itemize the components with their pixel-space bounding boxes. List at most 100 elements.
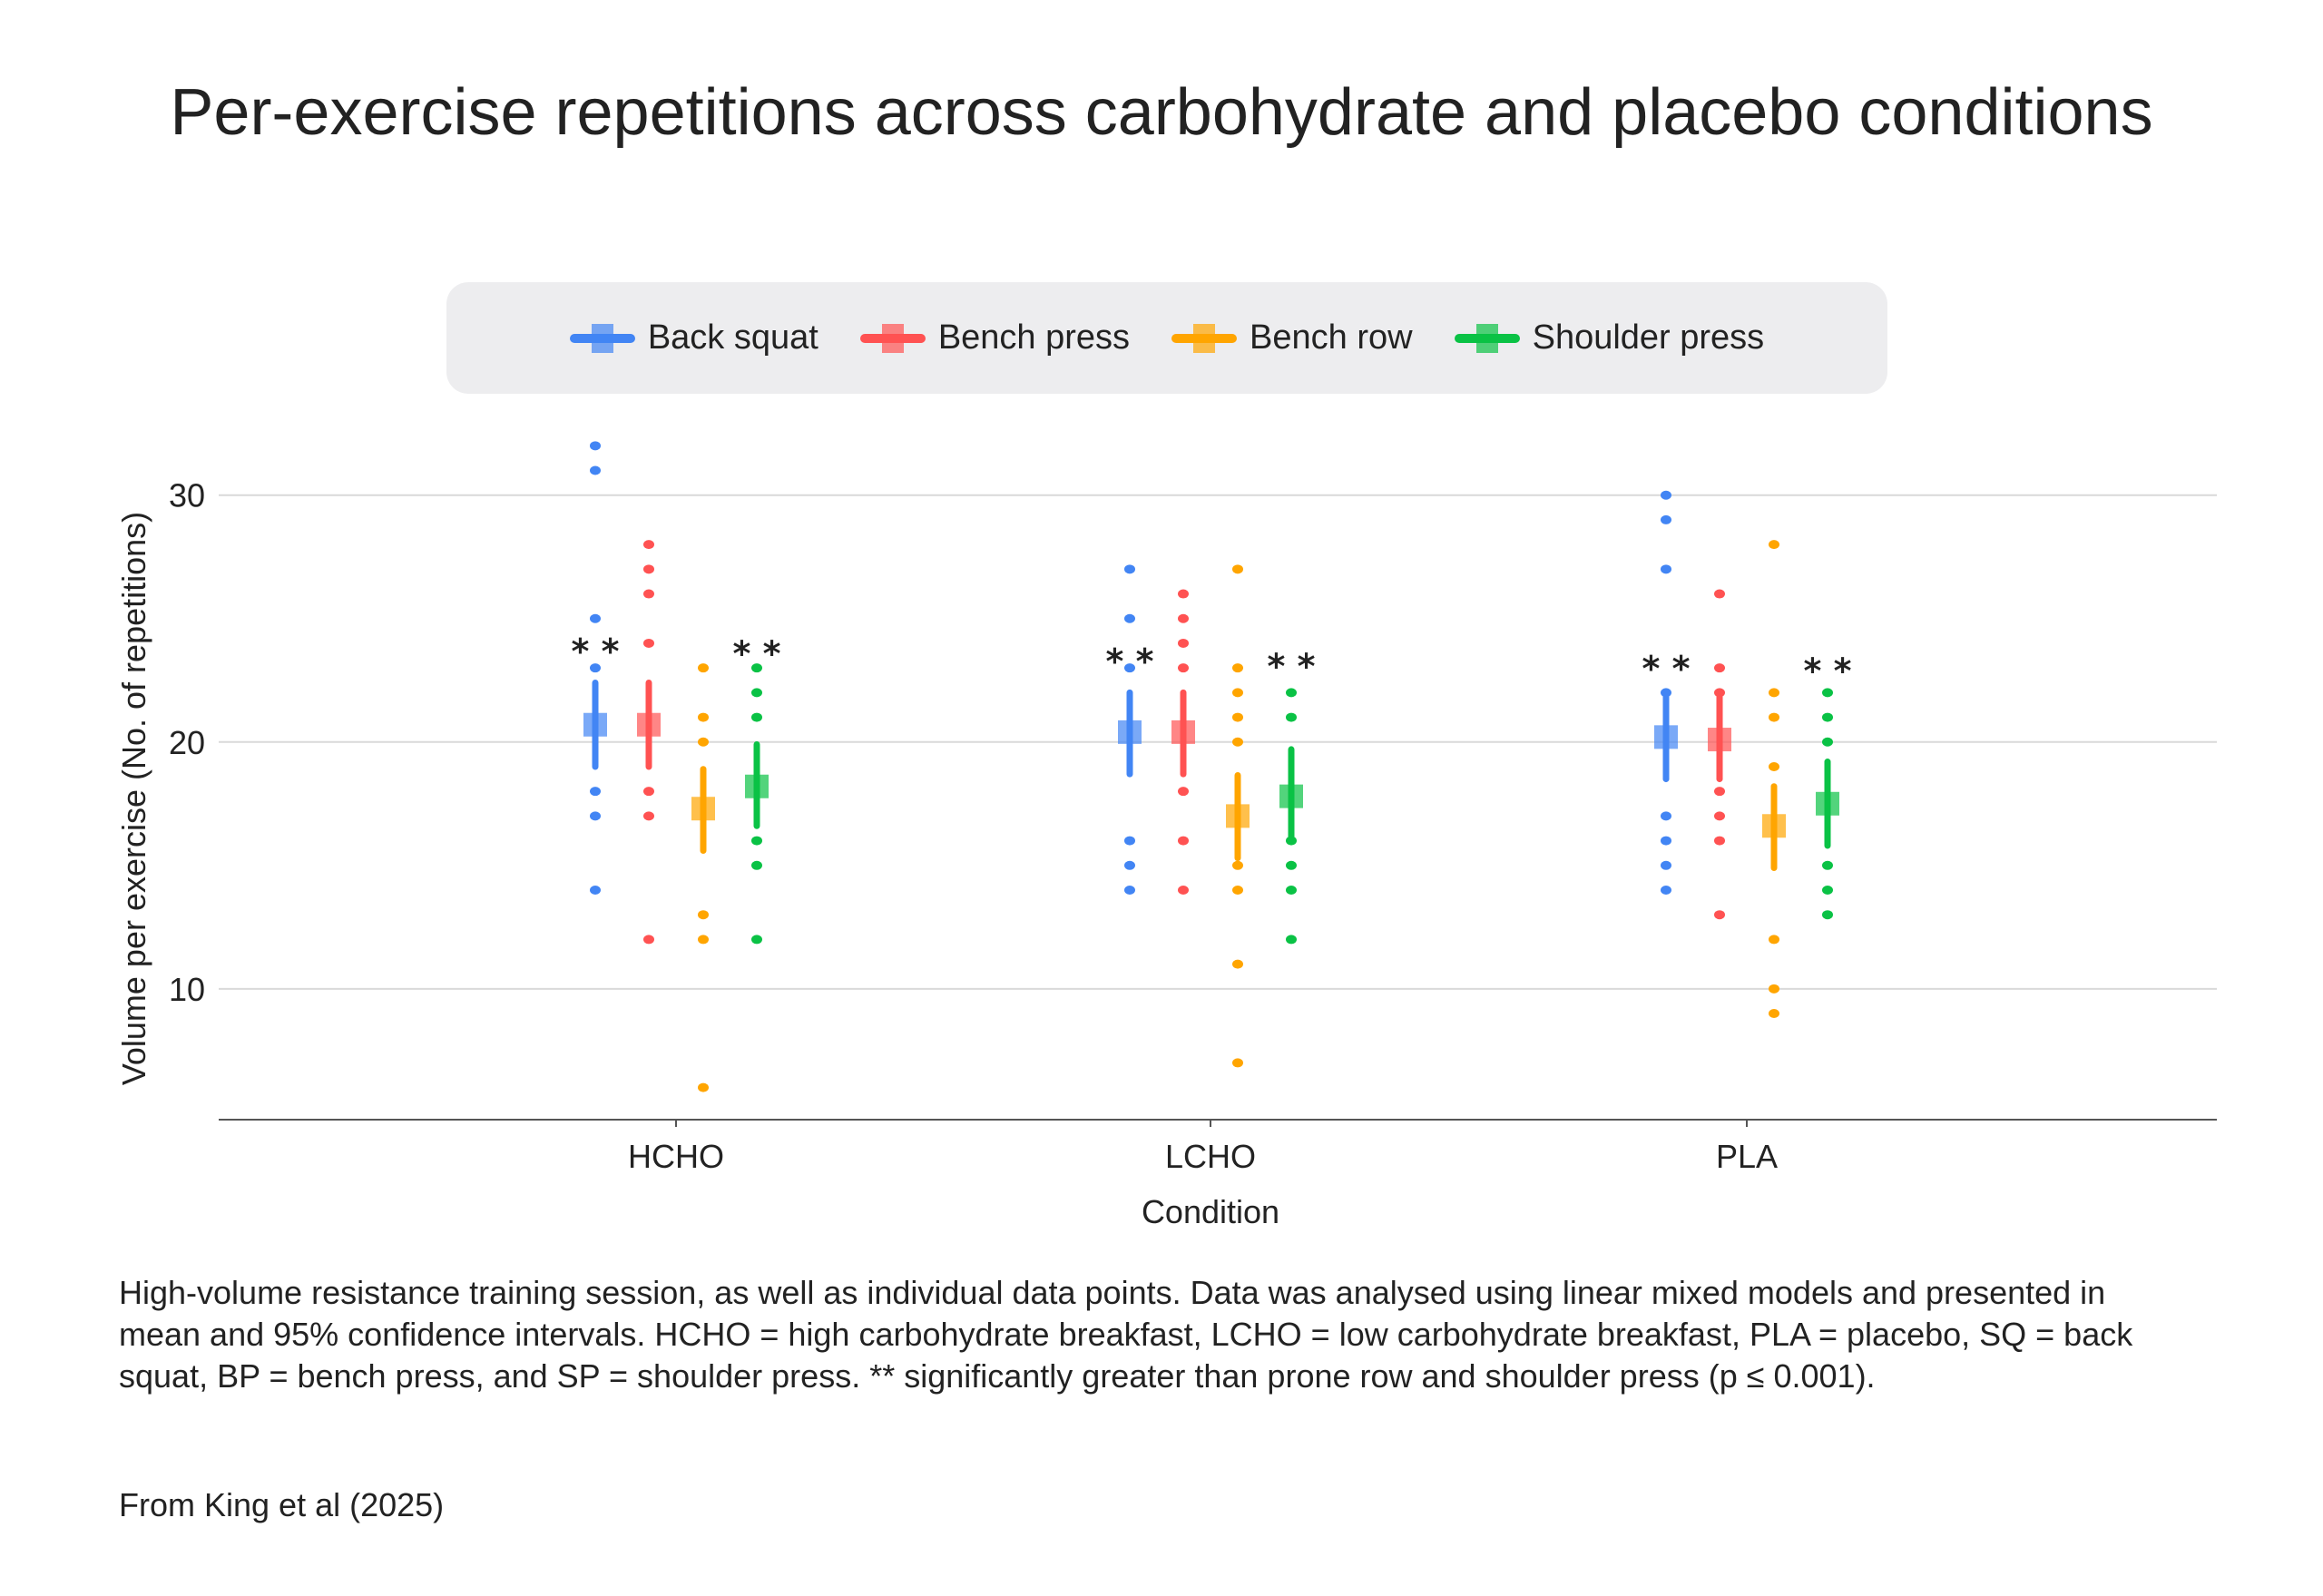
data-point xyxy=(643,540,654,550)
series-group xyxy=(637,540,661,945)
data-point xyxy=(1232,959,1243,969)
data-point xyxy=(1661,886,1671,895)
data-point xyxy=(1714,663,1725,673)
data-point xyxy=(751,860,762,870)
series-group xyxy=(1708,589,1731,920)
legend: Back squat Bench press Bench row Shoulde… xyxy=(446,282,1887,394)
legend-item-back-squat: Back squat xyxy=(569,318,818,357)
data-point xyxy=(643,638,654,648)
significance-marker: * * xyxy=(733,634,781,674)
series-group: * * xyxy=(1268,646,1316,945)
significance-marker: * * xyxy=(572,632,620,671)
data-point xyxy=(1714,836,1725,846)
data-point xyxy=(698,910,709,920)
data-point xyxy=(751,712,762,722)
data-point xyxy=(1286,712,1297,722)
data-point xyxy=(1661,490,1671,500)
gridlines xyxy=(219,494,2217,990)
data-point xyxy=(1714,787,1725,797)
data-point xyxy=(1769,540,1779,550)
data-point xyxy=(1822,886,1833,895)
chart-plot: 10 20 30 HCHO LCHO PLA * * * * * * * * * * * * Con… xyxy=(115,441,2217,1230)
data-point xyxy=(1286,935,1297,945)
data-point xyxy=(643,811,654,821)
data-point xyxy=(1286,886,1297,895)
data-point xyxy=(1769,712,1779,722)
data-point xyxy=(698,737,709,747)
legend-marker-icon xyxy=(569,320,635,357)
axes: 10 20 30 HCHO LCHO PLA xyxy=(169,477,2217,1175)
data-point xyxy=(1714,589,1725,599)
data-point xyxy=(1178,836,1189,846)
figure-caption: High-volume resistance training session,… xyxy=(119,1274,2133,1395)
series-group: * * xyxy=(1804,651,1852,920)
data-point xyxy=(751,688,762,698)
data-point xyxy=(1232,886,1243,895)
data-point xyxy=(1232,712,1243,722)
data-point xyxy=(643,564,654,574)
series-group xyxy=(1171,589,1195,895)
data-point xyxy=(1232,564,1243,574)
data-point xyxy=(1769,984,1779,994)
y-tick-label: 10 xyxy=(169,971,205,1008)
data-point xyxy=(1124,860,1135,870)
legend-marker-icon xyxy=(1171,320,1238,357)
y-tick-label: 20 xyxy=(169,724,205,761)
data-point xyxy=(1232,737,1243,747)
data-point xyxy=(643,787,654,797)
legend-item-bench-press: Bench press xyxy=(859,318,1131,357)
data-point xyxy=(643,589,654,599)
data-point xyxy=(1714,811,1725,821)
significance-marker: * * xyxy=(1804,651,1852,691)
x-tick-label: HCHO xyxy=(628,1138,724,1175)
y-axis-label: Volume per exercise (No. of repetitions) xyxy=(115,512,152,1085)
data-marks: * * * * * * * * * * * * xyxy=(572,441,1852,1092)
data-point xyxy=(1661,836,1671,846)
data-point xyxy=(1178,787,1189,797)
legend-item-shoulder-press: Shoulder press xyxy=(1454,318,1765,357)
legend-label: Bench row xyxy=(1250,318,1413,357)
data-point xyxy=(1661,564,1671,574)
data-point xyxy=(1661,514,1671,524)
data-point xyxy=(751,836,762,846)
data-point xyxy=(590,663,601,673)
data-point xyxy=(1286,688,1297,698)
data-point xyxy=(1822,737,1833,747)
source-note: From King et al (2025) xyxy=(119,1486,445,1523)
data-point xyxy=(1661,860,1671,870)
data-point xyxy=(643,935,654,945)
data-point xyxy=(698,935,709,945)
data-point xyxy=(1769,1009,1779,1019)
series-group xyxy=(1226,564,1250,1068)
data-point xyxy=(1124,663,1135,673)
legend-marker-icon xyxy=(859,320,926,357)
x-axis-label: Condition xyxy=(1142,1193,1279,1230)
data-point xyxy=(1769,935,1779,945)
series-group: * * xyxy=(733,634,781,945)
legend-label: Bench press xyxy=(937,318,1131,357)
data-point xyxy=(1232,1058,1243,1068)
data-point xyxy=(698,712,709,722)
data-point xyxy=(1286,860,1297,870)
series-group: * * xyxy=(572,441,620,895)
x-tick-label: LCHO xyxy=(1165,1138,1256,1175)
significance-marker: * * xyxy=(1268,646,1316,686)
data-point xyxy=(1661,811,1671,821)
data-point xyxy=(1822,910,1833,920)
data-point xyxy=(1769,688,1779,698)
data-point xyxy=(590,441,601,451)
significance-marker: * * xyxy=(1106,641,1154,681)
y-tick-label: 30 xyxy=(169,477,205,514)
data-point xyxy=(1124,613,1135,623)
data-point xyxy=(1232,663,1243,673)
data-point xyxy=(698,1082,709,1092)
series-group xyxy=(691,663,715,1092)
data-point xyxy=(1232,860,1243,870)
data-point xyxy=(1178,663,1189,673)
data-point xyxy=(1124,564,1135,574)
series-group xyxy=(1762,540,1786,1019)
legend-label: Shoulder press xyxy=(1532,318,1765,357)
legend-label: Back squat xyxy=(647,318,818,357)
data-point xyxy=(590,787,601,797)
data-point xyxy=(1822,688,1833,698)
